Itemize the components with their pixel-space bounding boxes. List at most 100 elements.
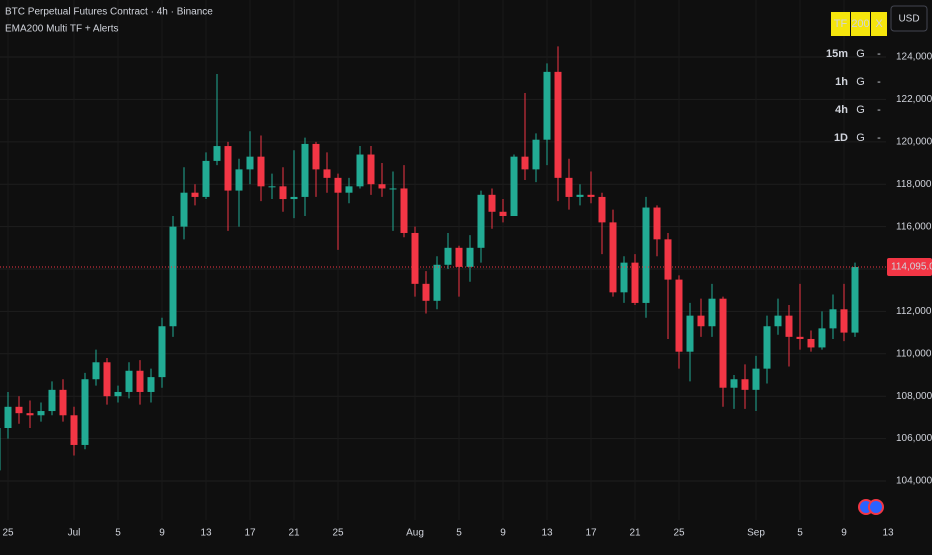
- candle-body: [136, 370, 144, 392]
- table-cell: G: [856, 48, 865, 60]
- candle-body: [257, 156, 265, 187]
- candle-body: [543, 71, 551, 140]
- candle-body: [70, 415, 78, 445]
- candle-body: [796, 336, 804, 339]
- candle-body: [488, 194, 496, 212]
- table-cell: 4h: [835, 104, 848, 116]
- candle-body: [202, 160, 210, 197]
- table-header-cell: [831, 12, 850, 36]
- candle-body: [0, 427, 1, 471]
- candle-body: [576, 194, 584, 197]
- candle-body: [598, 196, 606, 223]
- y-tick-label: 110,000.0: [896, 348, 932, 359]
- candle-body: [653, 207, 661, 240]
- currency-label: USD: [898, 14, 919, 25]
- x-tick-label: 17: [585, 528, 597, 539]
- candle-body: [708, 298, 716, 327]
- candle-body: [334, 177, 342, 193]
- candle-body: [356, 154, 364, 187]
- candle-body: [389, 188, 397, 190]
- candle-body: [48, 389, 56, 412]
- x-tick-label: 25: [332, 528, 344, 539]
- table-header-text: X: [875, 18, 883, 30]
- candle-body: [565, 177, 573, 197]
- table-header-cell: [871, 12, 887, 36]
- candle-body: [510, 156, 518, 217]
- candle-body: [499, 211, 507, 217]
- y-tick-label: 108,000.0: [896, 391, 932, 402]
- candle-body: [521, 156, 529, 170]
- candle-body: [180, 192, 188, 227]
- candle-body: [323, 169, 331, 178]
- candle-body: [345, 186, 353, 193]
- candle-body: [455, 247, 463, 267]
- indicator-name: EMA200 Multi TF + Alerts: [5, 24, 118, 35]
- candle-body: [444, 247, 452, 265]
- candle-body: [741, 379, 749, 390]
- candle-body: [169, 226, 177, 327]
- candle-body: [59, 389, 67, 416]
- table-cell: G: [856, 132, 865, 144]
- x-tick-label: 9: [159, 528, 165, 539]
- candle-body: [367, 154, 375, 185]
- table-cell: -: [877, 76, 881, 88]
- last-price-tag: [887, 257, 932, 276]
- candle-body: [829, 309, 837, 329]
- candle-body: [301, 143, 309, 197]
- table-cell: -: [877, 48, 881, 60]
- x-tick-label: 5: [456, 528, 462, 539]
- candle-body: [147, 377, 155, 392]
- x-tick-label: 13: [541, 528, 553, 539]
- candle-body: [246, 156, 254, 170]
- candle-body: [686, 315, 694, 352]
- table-cell: G: [856, 76, 865, 88]
- candle-body: [642, 207, 650, 303]
- candle-body: [675, 279, 683, 352]
- x-tick-label: 17: [244, 528, 256, 539]
- x-tick-label: 25: [2, 528, 14, 539]
- candle-body: [15, 406, 23, 414]
- candle-body: [158, 326, 166, 378]
- candle-body: [411, 232, 419, 284]
- candle-body: [587, 194, 595, 197]
- table-cell: 1D: [834, 132, 848, 144]
- x-tick-label: Jul: [68, 528, 81, 539]
- candle-body: [785, 315, 793, 337]
- y-tick-label: 122,000.0: [896, 94, 932, 105]
- candle-body: [554, 71, 562, 178]
- candle-body: [609, 222, 617, 293]
- x-tick-label: Sep: [747, 528, 765, 539]
- candle-body: [213, 146, 221, 161]
- x-tick-label: 9: [500, 528, 506, 539]
- candle-body: [37, 411, 45, 416]
- chart-title: BTC Perpetual Futures Contract · 4h · Bi…: [5, 7, 213, 18]
- candles: [0, 46, 859, 471]
- table-cell: 15m: [826, 48, 848, 60]
- candle-body: [818, 328, 826, 348]
- event-icon[interactable]: [868, 499, 884, 515]
- candle-body: [532, 139, 540, 170]
- candle-body: [433, 264, 441, 301]
- candle-body: [312, 143, 320, 170]
- y-tick-label: 116,000.0: [896, 221, 932, 232]
- candle-body: [103, 362, 111, 397]
- y-tick-label: 112,000.0: [896, 306, 932, 317]
- candle-body: [851, 266, 859, 333]
- candle-body: [378, 184, 386, 189]
- currency-button[interactable]: [890, 5, 928, 32]
- x-tick-label: 21: [288, 528, 300, 539]
- candle-body: [752, 368, 760, 390]
- x-tick-label: Aug: [406, 528, 424, 539]
- candle-body: [191, 192, 199, 197]
- x-tick-label: 5: [797, 528, 803, 539]
- candle-body: [114, 391, 122, 397]
- table-cell: -: [877, 104, 881, 116]
- x-tick-label: 5: [115, 528, 121, 539]
- table-cell: G: [856, 104, 865, 116]
- table-header-text: TF: [834, 18, 848, 30]
- y-tick-label: 124,000.0: [896, 52, 932, 63]
- candle-body: [26, 413, 34, 416]
- candle-body: [4, 406, 12, 428]
- candle-body: [279, 186, 287, 200]
